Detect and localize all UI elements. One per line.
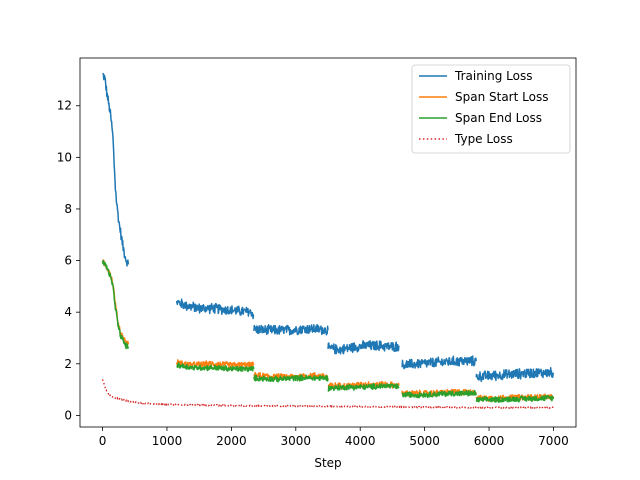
plot-series xyxy=(101,72,555,409)
legend-entry-label: Type Loss xyxy=(454,132,513,146)
series-line-segment xyxy=(401,355,477,370)
x-tick-label: 2000 xyxy=(216,434,247,448)
x-tick-label: 1000 xyxy=(152,434,183,448)
y-tick-label: 6 xyxy=(64,254,72,268)
series-line-segment xyxy=(175,298,255,320)
y-tick-label: 10 xyxy=(57,150,72,164)
series-line-segment xyxy=(253,323,329,336)
y-tick-label: 2 xyxy=(64,357,72,371)
series-line-segment xyxy=(475,394,555,404)
axes-frame xyxy=(79,57,577,428)
series-line-segment xyxy=(102,72,130,267)
x-tick-label: 4000 xyxy=(345,434,376,448)
series-line-segment xyxy=(327,383,400,392)
x-axis-label: Step xyxy=(314,456,341,470)
series-line-segment xyxy=(475,366,555,383)
x-tick-label: 6000 xyxy=(474,434,505,448)
series-line-segment xyxy=(101,259,130,350)
series-type-loss xyxy=(101,379,554,409)
series-line-segment xyxy=(253,374,329,383)
y-tick-label: 8 xyxy=(64,202,72,216)
series-training-loss xyxy=(102,72,555,383)
series-line-segment xyxy=(401,390,477,399)
x-tick-label: 5000 xyxy=(409,434,440,448)
series-line-segment xyxy=(475,393,555,402)
legend: Training Loss Span Start Loss Span End Los… xyxy=(411,64,571,154)
y-axis: 0 2 4 6 8 10 12 xyxy=(57,99,80,422)
series-line-segment xyxy=(101,379,554,409)
series-line-segment xyxy=(253,371,329,381)
x-tick-label: 3000 xyxy=(281,434,312,448)
legend-entry-label: Span Start Loss xyxy=(455,90,548,104)
series-span-end-loss xyxy=(101,259,555,404)
y-tick-label: 0 xyxy=(64,408,72,422)
x-axis: 0 1000 2000 3000 4000 5000 6000 7000 xyxy=(99,427,569,448)
series-line-segment xyxy=(327,340,400,355)
series-line-segment xyxy=(176,362,255,373)
x-tick-label: 0 xyxy=(99,434,107,448)
legend-entry-label: Training Loss xyxy=(454,69,532,83)
y-tick-label: 4 xyxy=(64,305,72,319)
y-tick-label: 12 xyxy=(57,99,72,113)
x-tick-label: 7000 xyxy=(538,434,569,448)
legend-box xyxy=(411,64,571,154)
legend-entry-label: Span End Loss xyxy=(455,111,542,125)
